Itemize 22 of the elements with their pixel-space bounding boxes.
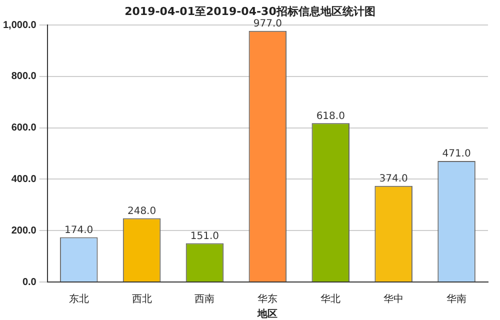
x-tick-label: 西北 — [132, 292, 152, 305]
chart-title: 2019-04-01至2019-04-30招标信息地区统计图 — [124, 4, 376, 19]
x-tick-label: 华北 — [320, 292, 341, 305]
y-tick-label: 200.0 — [11, 225, 37, 236]
x-tick-label: 华中 — [384, 292, 404, 305]
x-tick-label: 西南 — [194, 292, 215, 305]
y-tick-label: 400.0 — [11, 174, 37, 185]
y-tick-label: 0.0 — [22, 276, 37, 288]
data-label: 174.0 — [64, 224, 94, 236]
y-tick-label: 600.0 — [11, 122, 37, 134]
data-label: 374.0 — [379, 173, 408, 184]
x-tick-label: 华东 — [258, 292, 278, 305]
data-label: 471.0 — [442, 148, 471, 160]
y-tick-label: 1,000.0 — [2, 20, 37, 31]
x-tick-label: 东北 — [68, 292, 89, 305]
data-label: 248.0 — [127, 206, 156, 217]
x-axis-title: 地区 — [256, 308, 278, 320]
data-label: 977.0 — [253, 18, 282, 30]
data-label: 151.0 — [190, 230, 220, 242]
x-tick-label: 华南 — [446, 292, 467, 305]
y-tick-label: 800.0 — [11, 71, 37, 82]
data-label: 618.0 — [316, 110, 345, 122]
